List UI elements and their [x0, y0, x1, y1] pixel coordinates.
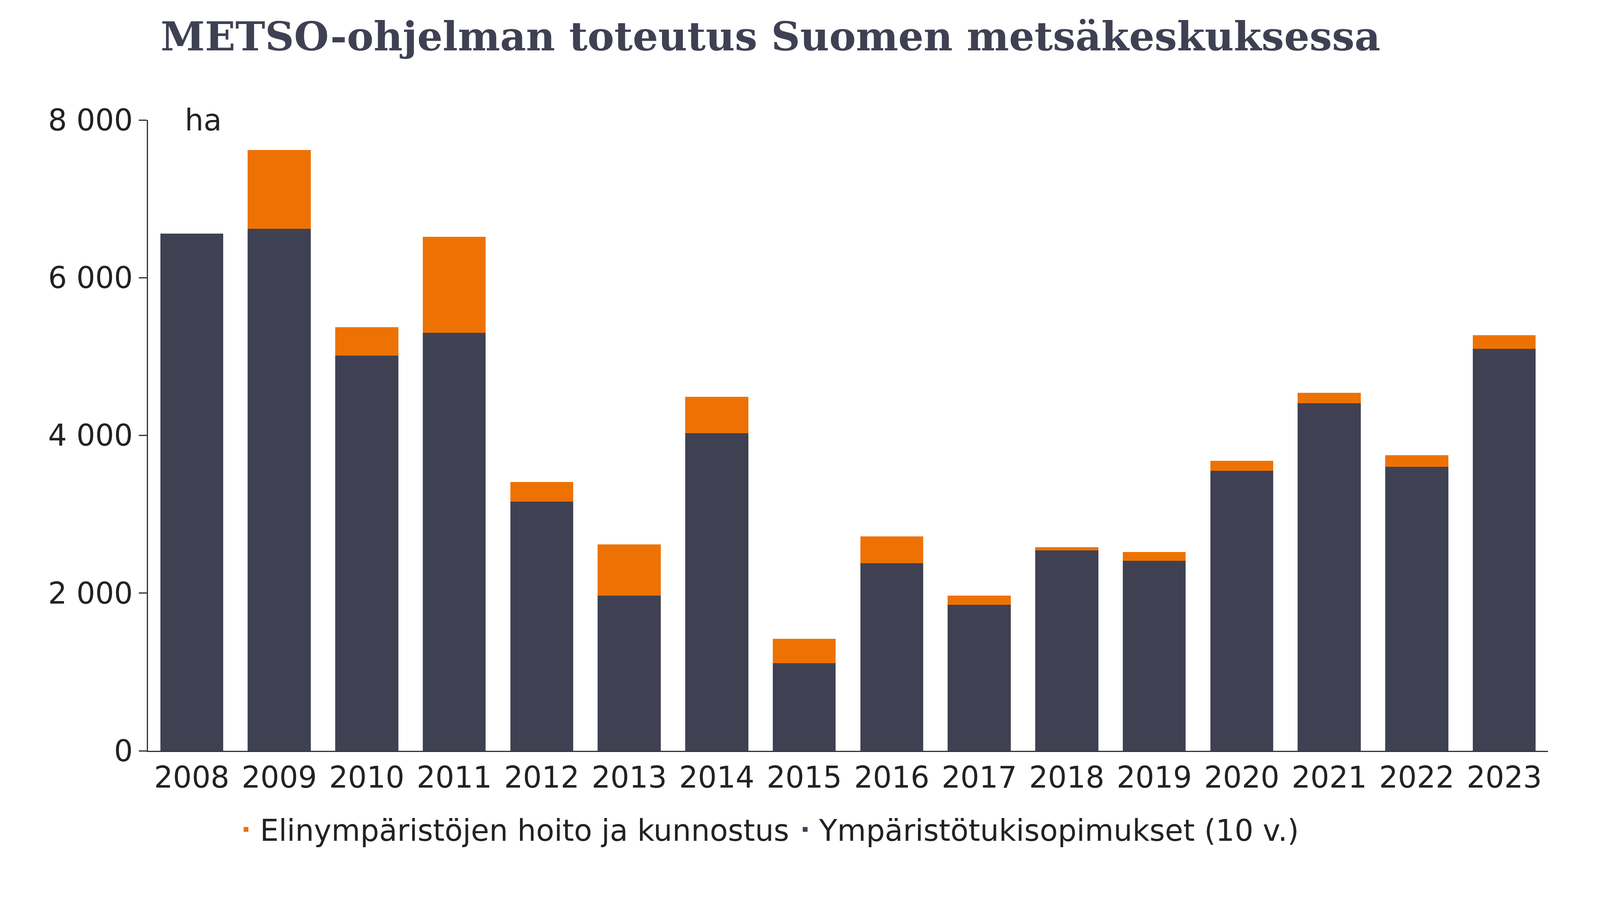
- svg-text:2020: 2020: [1204, 760, 1280, 795]
- svg-text:2012: 2012: [504, 760, 580, 795]
- svg-text:2018: 2018: [1029, 760, 1105, 795]
- svg-text:Elinympäristöjen hoito ja kunn: Elinympäristöjen hoito ja kunnostus: [260, 813, 790, 848]
- svg-text:Ympäristötukisopimukset (10 v.: Ympäristötukisopimukset (10 v.): [818, 813, 1300, 848]
- svg-text:2021: 2021: [1291, 760, 1367, 795]
- svg-text:2022: 2022: [1379, 760, 1455, 795]
- svg-text:2013: 2013: [591, 760, 667, 795]
- svg-text:6 000: 6 000: [48, 260, 133, 295]
- svg-text:2019: 2019: [1116, 760, 1192, 795]
- svg-text:2014: 2014: [679, 760, 755, 795]
- svg-text:2016: 2016: [854, 760, 930, 795]
- svg-text:0: 0: [114, 733, 133, 768]
- svg-text:2010: 2010: [329, 760, 405, 795]
- svg-text:2017: 2017: [941, 760, 1017, 795]
- svg-text:METSO-ohjelman toteutus Suomen: METSO-ohjelman toteutus Suomen metsäkesk…: [160, 12, 1381, 60]
- svg-text:8 000: 8 000: [48, 102, 133, 138]
- svg-text:2015: 2015: [766, 760, 842, 795]
- svg-text:ha: ha: [184, 102, 222, 138]
- svg-text:4 000: 4 000: [48, 418, 133, 453]
- svg-text:2009: 2009: [241, 760, 317, 795]
- svg-text:2 000: 2 000: [48, 576, 133, 611]
- svg-text:2011: 2011: [416, 760, 492, 795]
- svg-text:2008: 2008: [154, 760, 230, 795]
- svg-text:2023: 2023: [1466, 760, 1542, 795]
